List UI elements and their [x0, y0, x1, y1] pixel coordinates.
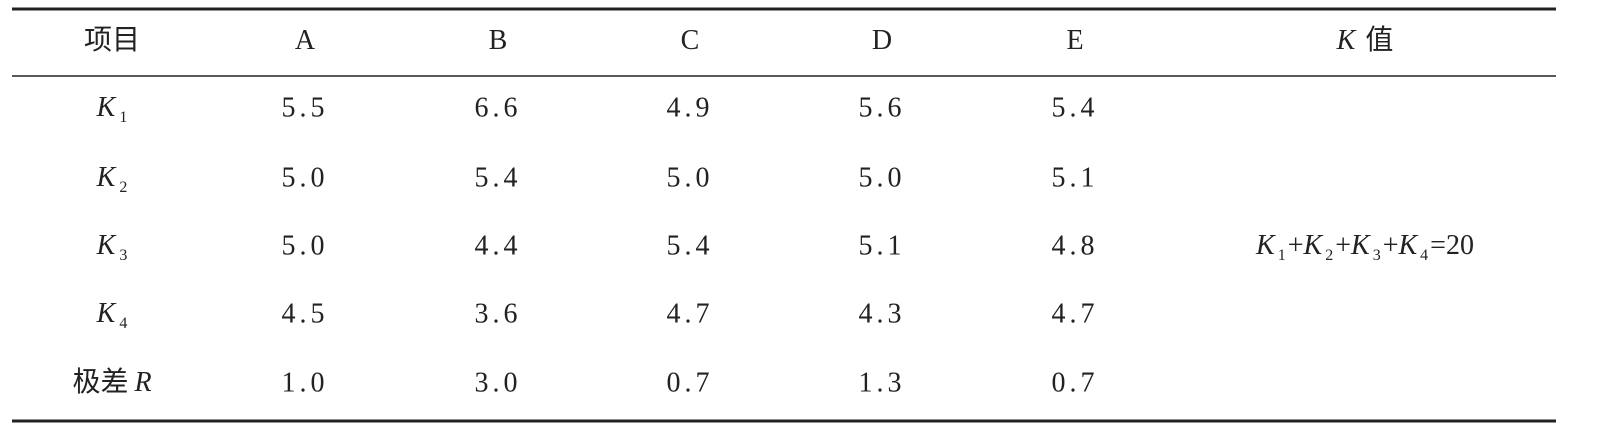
- header-cell: B: [489, 25, 508, 56]
- cell-text: 项目: [84, 25, 140, 56]
- cell-value: 4.4: [475, 230, 522, 261]
- cell-value: 3.0: [475, 367, 522, 398]
- italic-symbol: K: [1350, 230, 1371, 261]
- cell-value: 5.5: [282, 92, 329, 123]
- cell-value: 4.9: [667, 92, 714, 123]
- cell-value: 3.6: [475, 298, 522, 329]
- header-cell: A: [295, 25, 316, 56]
- header-cell: 项目: [84, 25, 140, 56]
- italic-symbol: K: [96, 92, 117, 123]
- italic-symbol: K: [1255, 230, 1276, 261]
- header-cell: D: [872, 25, 892, 56]
- cell-text: A: [295, 25, 316, 56]
- operator: +: [1288, 230, 1304, 261]
- header-cell: C: [681, 25, 700, 56]
- cell-value: 5.0: [282, 230, 329, 261]
- cell-value: 5.0: [859, 162, 906, 193]
- operator: +: [1335, 230, 1351, 261]
- cell-value: 4.3: [859, 298, 906, 329]
- cell-text: D: [872, 25, 892, 56]
- cell-value: 5.1: [1052, 162, 1099, 193]
- operator: +: [1383, 230, 1399, 261]
- cell-text: E: [1066, 25, 1083, 56]
- cell-value: 0.7: [667, 367, 714, 398]
- subscript: 2: [1325, 247, 1333, 264]
- cell-value: 5.1: [859, 230, 906, 261]
- subscript: 1: [119, 109, 127, 126]
- cell-value: 5.4: [475, 162, 522, 193]
- cell-value: 5.6: [859, 92, 906, 123]
- italic-symbol: R: [133, 367, 151, 398]
- subscript: 3: [1373, 247, 1381, 264]
- row-label: 极差 R: [72, 366, 151, 398]
- cell-value: 5.0: [667, 162, 714, 193]
- k-value-formula: K 1+K 2+K 3+K 4=20: [1255, 230, 1474, 263]
- subscript: 1: [1278, 247, 1286, 264]
- cell-value: 4.7: [1052, 298, 1099, 329]
- italic-symbol: K: [1336, 25, 1357, 56]
- italic-symbol: K: [96, 298, 117, 329]
- cell-value: 1.0: [282, 367, 329, 398]
- cell-value: 5.0: [282, 162, 329, 193]
- subscript: 2: [119, 179, 127, 196]
- cell-value: 6.6: [475, 92, 522, 123]
- italic-symbol: K: [1397, 230, 1418, 261]
- cell-text: 值: [1365, 24, 1393, 56]
- cell-text: C: [681, 25, 700, 56]
- cell-text: B: [489, 25, 508, 56]
- italic-symbol: K: [96, 230, 117, 261]
- cell-value: 1.3: [859, 367, 906, 398]
- header-cell: E: [1066, 25, 1083, 56]
- cell-value: 0.7: [1052, 367, 1099, 398]
- italic-symbol: K: [1303, 230, 1324, 261]
- subscript: 3: [119, 247, 127, 264]
- cell-text: 极差: [72, 366, 128, 398]
- cell-value: 5.4: [1052, 92, 1099, 123]
- subscript: 4: [1420, 247, 1428, 264]
- cell-value: 5.4: [667, 230, 714, 261]
- subscript: 4: [119, 315, 127, 332]
- italic-symbol: K: [96, 162, 117, 193]
- operator: =20: [1430, 230, 1474, 261]
- cell-value: 4.7: [667, 298, 714, 329]
- cell-value: 4.5: [282, 298, 329, 329]
- cell-value: 4.8: [1052, 230, 1099, 261]
